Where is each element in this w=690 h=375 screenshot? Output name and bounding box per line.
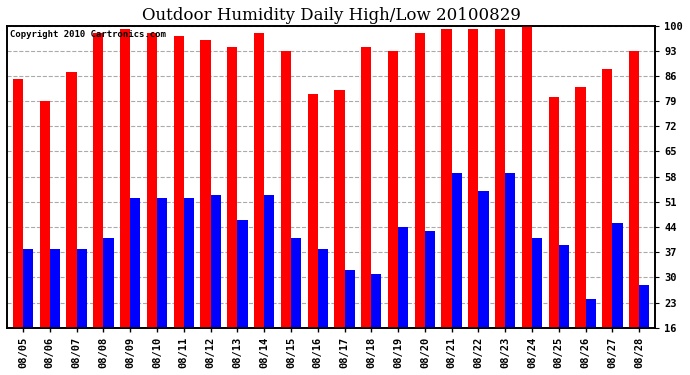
Title: Outdoor Humidity Daily High/Low 20100829: Outdoor Humidity Daily High/Low 20100829: [141, 7, 520, 24]
Bar: [639, 285, 649, 328]
Bar: [532, 238, 542, 328]
Bar: [559, 245, 569, 328]
Bar: [317, 249, 328, 328]
Bar: [308, 94, 317, 328]
Bar: [264, 195, 275, 328]
Bar: [23, 249, 33, 328]
Bar: [575, 87, 586, 328]
Text: Copyright 2010 Cartronics.com: Copyright 2010 Cartronics.com: [10, 30, 166, 39]
Bar: [13, 80, 23, 328]
Bar: [174, 36, 184, 328]
Bar: [335, 90, 344, 328]
Bar: [629, 51, 639, 328]
Bar: [93, 33, 104, 328]
Bar: [147, 33, 157, 328]
Bar: [184, 198, 194, 328]
Bar: [371, 274, 382, 328]
Bar: [398, 227, 408, 328]
Bar: [210, 195, 221, 328]
Bar: [66, 72, 77, 328]
Bar: [291, 238, 301, 328]
Bar: [77, 249, 87, 328]
Bar: [120, 29, 130, 328]
Bar: [157, 198, 167, 328]
Bar: [505, 173, 515, 328]
Bar: [254, 33, 264, 328]
Bar: [39, 101, 50, 328]
Bar: [549, 98, 559, 328]
Bar: [602, 69, 613, 328]
Bar: [237, 220, 248, 328]
Bar: [104, 238, 114, 328]
Bar: [50, 249, 60, 328]
Bar: [200, 40, 210, 328]
Bar: [361, 47, 371, 328]
Bar: [495, 29, 505, 328]
Bar: [469, 29, 478, 328]
Bar: [281, 51, 291, 328]
Bar: [478, 191, 489, 328]
Bar: [452, 173, 462, 328]
Bar: [344, 270, 355, 328]
Bar: [586, 299, 595, 328]
Bar: [425, 231, 435, 328]
Bar: [613, 224, 622, 328]
Bar: [227, 47, 237, 328]
Bar: [130, 198, 140, 328]
Bar: [442, 29, 452, 328]
Bar: [522, 26, 532, 328]
Bar: [415, 33, 425, 328]
Bar: [388, 51, 398, 328]
